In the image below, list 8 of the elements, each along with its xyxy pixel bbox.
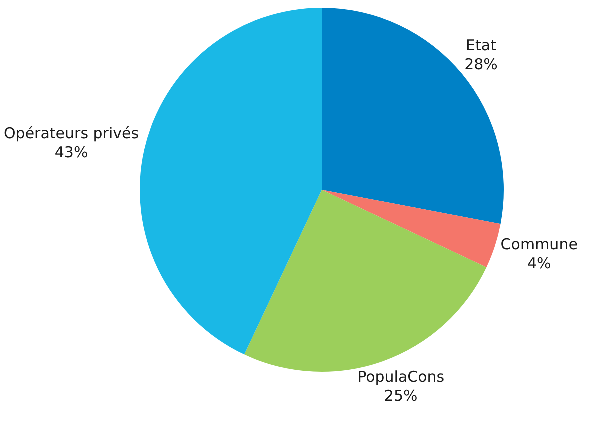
slice-label: PopulaCons: [358, 368, 445, 386]
slice-label: Commune: [500, 235, 578, 254]
data-label: 4%: [527, 254, 552, 272]
data-label: 28%: [464, 56, 498, 74]
slice-label: Etat: [466, 36, 497, 55]
slice-label: Opérateurs privés: [4, 124, 140, 143]
data-label: 25%: [384, 386, 418, 405]
data-label: 43%: [54, 144, 88, 162]
